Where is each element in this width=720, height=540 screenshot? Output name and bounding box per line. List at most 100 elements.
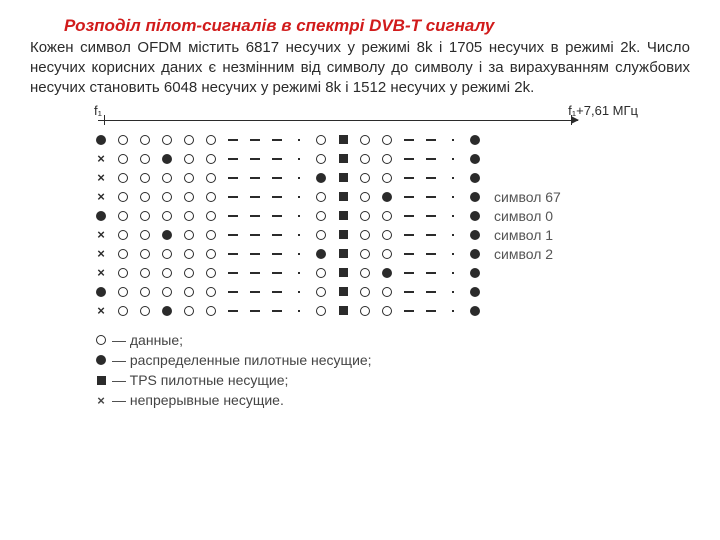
grid-cell bbox=[376, 130, 398, 149]
grid-cell bbox=[310, 206, 332, 225]
open-circle-icon bbox=[316, 154, 326, 164]
grid-cell bbox=[200, 244, 222, 263]
grid-cell bbox=[398, 263, 420, 282]
filled-square-icon bbox=[339, 230, 348, 239]
open-circle-icon bbox=[382, 135, 392, 145]
grid-cell bbox=[398, 187, 420, 206]
grid-cell bbox=[288, 206, 310, 225]
grid-cell bbox=[222, 282, 244, 301]
grid-cell bbox=[134, 282, 156, 301]
dash-icon bbox=[426, 139, 436, 141]
grid-cell bbox=[442, 225, 464, 244]
open-circle-icon bbox=[140, 268, 150, 278]
filled-circle-icon bbox=[96, 211, 106, 221]
grid-cell bbox=[134, 206, 156, 225]
open-circle-icon bbox=[206, 268, 216, 278]
grid-cell bbox=[244, 244, 266, 263]
open-circle-icon bbox=[184, 154, 194, 164]
grid-cell bbox=[376, 225, 398, 244]
grid-cell bbox=[112, 168, 134, 187]
open-circle-icon bbox=[206, 249, 216, 259]
open-circle-icon bbox=[382, 287, 392, 297]
grid-cell bbox=[288, 187, 310, 206]
grid-cell bbox=[244, 301, 266, 320]
open-circle-icon bbox=[360, 173, 370, 183]
grid-cell bbox=[310, 130, 332, 149]
row-label: символ 67 bbox=[494, 189, 561, 205]
grid-cell bbox=[376, 244, 398, 263]
grid-cell bbox=[464, 187, 486, 206]
filled-square-icon bbox=[339, 268, 348, 277]
grid-cell bbox=[200, 263, 222, 282]
dot-icon bbox=[452, 234, 454, 236]
dash-icon bbox=[426, 196, 436, 198]
grid-cell bbox=[222, 168, 244, 187]
grid-cell bbox=[288, 168, 310, 187]
grid-cell bbox=[464, 282, 486, 301]
dot-icon bbox=[298, 272, 300, 274]
filled-square-icon bbox=[339, 192, 348, 201]
filled-circle-icon bbox=[470, 211, 480, 221]
filled-square-icon bbox=[339, 211, 348, 220]
grid-cell bbox=[178, 206, 200, 225]
grid-cell bbox=[332, 130, 354, 149]
open-circle-icon bbox=[360, 249, 370, 259]
open-circle-icon bbox=[206, 287, 216, 297]
open-circle-icon bbox=[206, 135, 216, 145]
grid-cell bbox=[376, 187, 398, 206]
dash-icon bbox=[250, 196, 260, 198]
dash-icon bbox=[272, 272, 282, 274]
open-circle-icon bbox=[206, 192, 216, 202]
dash-icon bbox=[404, 253, 414, 255]
dash-icon bbox=[250, 253, 260, 255]
dash-icon bbox=[228, 215, 238, 217]
dash-icon bbox=[404, 310, 414, 312]
grid-cell bbox=[134, 130, 156, 149]
grid-row bbox=[90, 130, 650, 149]
grid-cell bbox=[354, 187, 376, 206]
open-circle-icon bbox=[140, 192, 150, 202]
dot-icon bbox=[452, 177, 454, 179]
dash-icon bbox=[426, 234, 436, 236]
open-circle-icon bbox=[118, 154, 128, 164]
grid-cell bbox=[156, 130, 178, 149]
description-paragraph: Кожен символ OFDM містить 6817 несучих у… bbox=[30, 38, 690, 99]
grid-cell bbox=[464, 225, 486, 244]
grid-cell bbox=[178, 244, 200, 263]
grid-cell bbox=[420, 244, 442, 263]
filled-circle-icon bbox=[470, 154, 480, 164]
grid-cell bbox=[112, 244, 134, 263]
open-circle-icon bbox=[118, 268, 128, 278]
dash-icon bbox=[272, 291, 282, 293]
dash-icon bbox=[404, 291, 414, 293]
open-circle-icon bbox=[184, 287, 194, 297]
grid-cell bbox=[442, 301, 464, 320]
legend-symbol: × bbox=[90, 394, 112, 407]
x-mark-icon: × bbox=[97, 304, 105, 317]
grid-cell bbox=[266, 187, 288, 206]
open-circle-icon bbox=[118, 192, 128, 202]
dot-icon bbox=[298, 253, 300, 255]
grid-cell bbox=[288, 130, 310, 149]
grid-cell bbox=[354, 206, 376, 225]
grid-cell bbox=[420, 206, 442, 225]
grid-cell bbox=[464, 206, 486, 225]
grid-cell bbox=[354, 263, 376, 282]
grid-cell bbox=[464, 244, 486, 263]
open-circle-icon bbox=[118, 249, 128, 259]
row-label: символ 2 bbox=[494, 246, 553, 262]
symbol-grid: ×××символ 67символ 0×символ 1×символ 2×× bbox=[90, 130, 650, 320]
grid-cell bbox=[156, 187, 178, 206]
open-circle-icon bbox=[316, 211, 326, 221]
legend-row: × — непрерывные несущие. bbox=[90, 390, 650, 410]
grid-cell bbox=[288, 225, 310, 244]
grid-row: символ 0 bbox=[90, 206, 650, 225]
filled-circle-icon bbox=[382, 268, 392, 278]
dash-icon bbox=[426, 253, 436, 255]
dot-icon bbox=[298, 291, 300, 293]
grid-cell bbox=[310, 263, 332, 282]
grid-cell bbox=[332, 187, 354, 206]
axis-arrow-icon bbox=[571, 116, 579, 124]
row-label: символ 0 bbox=[494, 208, 553, 224]
filled-square-icon bbox=[339, 249, 348, 258]
